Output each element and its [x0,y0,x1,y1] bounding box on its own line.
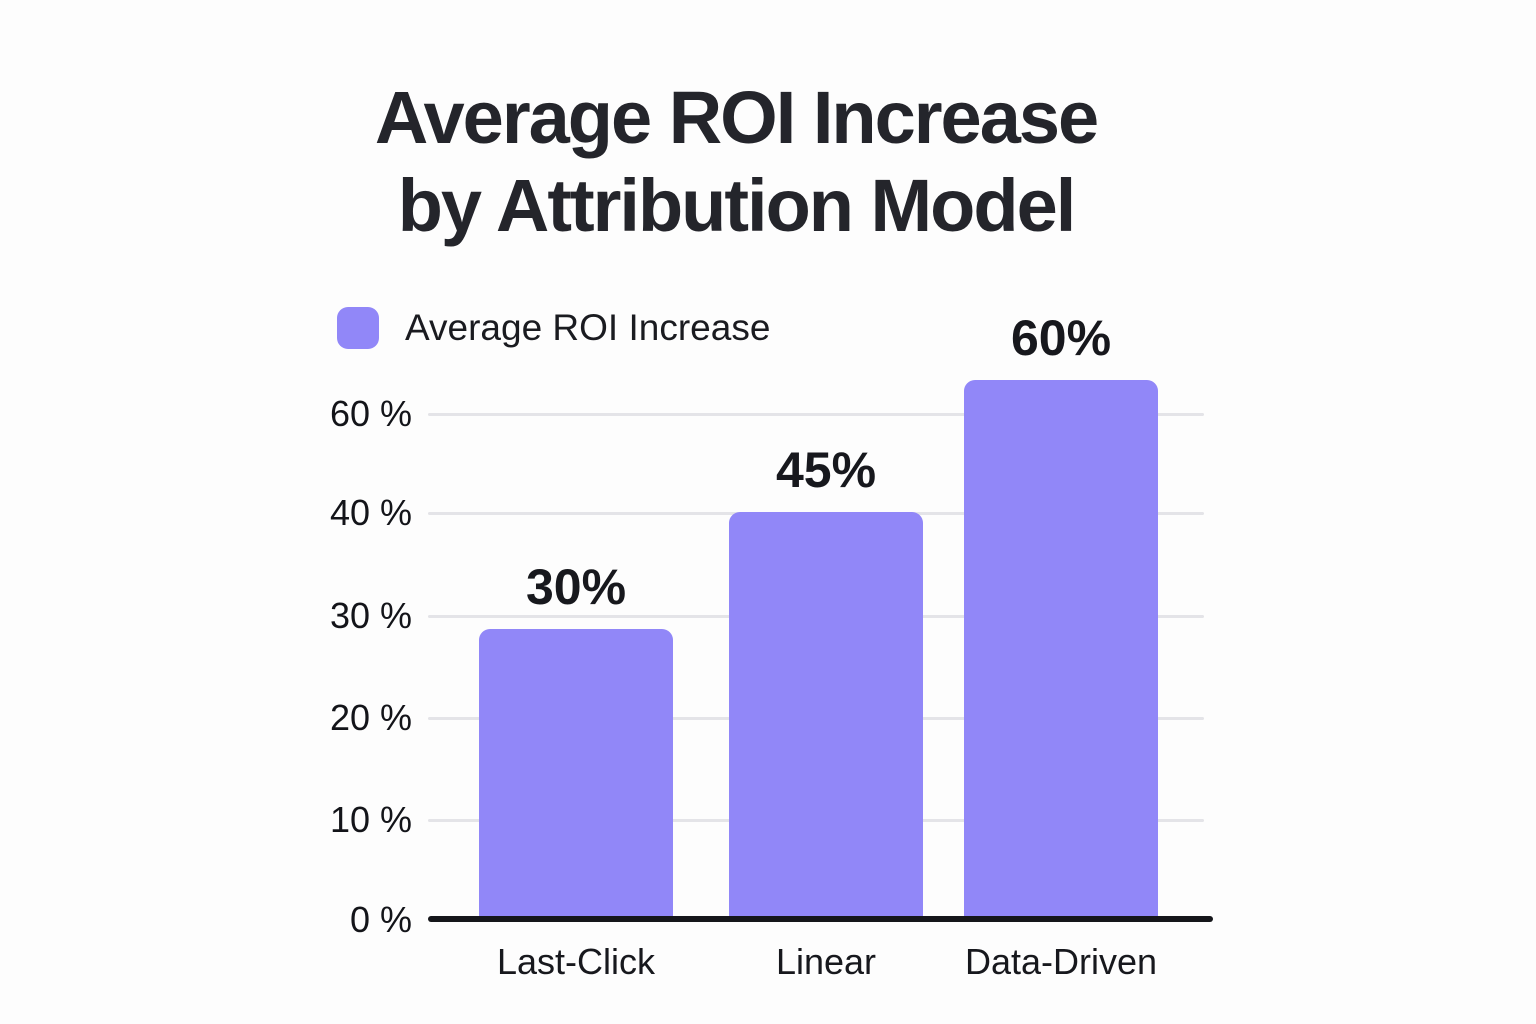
chart-title-line-1: Average ROI Increase [374,76,1099,159]
bar-linear [729,512,923,918]
y-axis-tick-label: 0 % [349,899,412,940]
x-axis-category-label: Last-Click [496,941,656,982]
bar-value-label: 60% [1010,310,1112,366]
x-axis-category-label: Linear [775,941,877,982]
y-axis-tick-label: 60 % [329,393,412,434]
chart-title-line-2: by Attribution Model [397,164,1077,247]
gridline [428,413,1204,416]
legend: Average ROI Increase [337,307,770,349]
x-axis-line [428,916,1213,922]
bar-value-label: 30% [525,559,627,615]
y-axis-tick-label: 40 % [329,492,412,533]
y-axis-tick-label: 30 % [329,595,412,636]
bar-last-click [479,629,673,918]
bar-value-label: 45% [775,442,877,498]
x-axis-category-label: Data-Driven [964,941,1158,982]
y-axis-tick-label: 10 % [329,799,412,840]
bar-data-driven [964,380,1158,918]
y-axis-tick-label: 20 % [329,697,412,738]
chart-title: Average ROI Increase by Attribution Mode… [36,74,1436,250]
legend-label: Average ROI Increase [405,307,771,348]
legend-swatch-icon [337,307,379,349]
